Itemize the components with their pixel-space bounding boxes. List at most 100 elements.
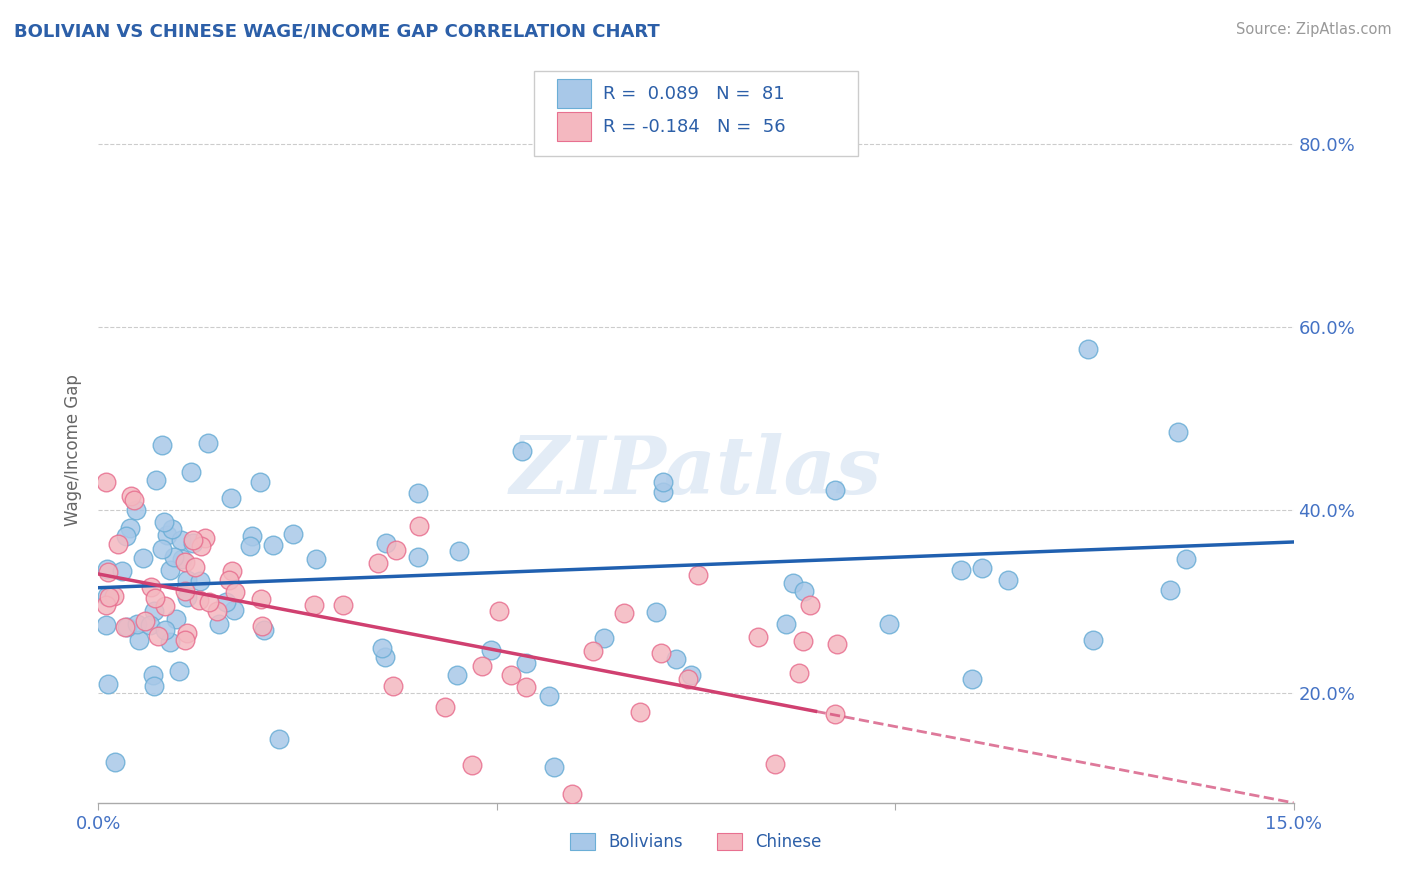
Point xyxy=(156,528,179,542)
Point xyxy=(613,606,636,620)
Point xyxy=(499,667,522,681)
Point xyxy=(825,637,848,651)
Point xyxy=(249,591,271,606)
Point xyxy=(593,631,616,645)
Point xyxy=(183,535,205,549)
Point xyxy=(792,634,814,648)
Point xyxy=(219,491,242,505)
Point xyxy=(96,598,118,612)
Point xyxy=(224,585,246,599)
Point xyxy=(799,598,821,612)
Point xyxy=(128,633,150,648)
Point xyxy=(163,549,186,564)
Point xyxy=(793,584,815,599)
Point xyxy=(174,583,197,598)
Point xyxy=(111,564,134,578)
Point xyxy=(159,635,181,649)
Point xyxy=(652,485,675,500)
Point xyxy=(561,787,583,801)
Point xyxy=(408,519,430,533)
Point xyxy=(1077,343,1099,357)
Point xyxy=(142,667,165,681)
Point xyxy=(115,620,138,634)
Point xyxy=(153,623,176,637)
Point xyxy=(240,529,263,543)
Point xyxy=(176,626,198,640)
Point xyxy=(262,538,284,552)
Point xyxy=(180,465,202,479)
Point xyxy=(132,551,155,566)
Point xyxy=(165,612,187,626)
Point xyxy=(143,604,166,618)
Point xyxy=(221,564,243,578)
Text: Source: ZipAtlas.com: Source: ZipAtlas.com xyxy=(1236,22,1392,37)
Point xyxy=(114,529,136,543)
Point xyxy=(142,679,165,693)
Point xyxy=(170,533,193,547)
Point xyxy=(775,617,797,632)
Point xyxy=(782,576,804,591)
Point xyxy=(960,672,983,686)
Point xyxy=(118,521,141,535)
Point xyxy=(824,706,846,721)
Text: R =  0.089   N =  81: R = 0.089 N = 81 xyxy=(603,85,785,103)
Point xyxy=(114,619,136,633)
Point xyxy=(139,617,162,632)
Point xyxy=(253,623,276,637)
Point xyxy=(184,560,207,574)
Point xyxy=(122,492,145,507)
Point xyxy=(686,567,709,582)
Point xyxy=(208,617,231,632)
Point xyxy=(510,444,533,458)
Point xyxy=(1167,425,1189,440)
Point xyxy=(153,515,176,529)
Point xyxy=(650,646,672,660)
Point xyxy=(1174,551,1197,566)
Point xyxy=(145,474,167,488)
Point xyxy=(103,589,125,603)
Point xyxy=(515,656,537,670)
Point xyxy=(370,641,392,656)
Point xyxy=(645,605,668,619)
Point xyxy=(134,614,156,628)
Point xyxy=(152,438,174,452)
Point xyxy=(665,652,688,666)
Point xyxy=(96,617,118,632)
Point xyxy=(479,643,502,657)
Point xyxy=(305,551,328,566)
Point xyxy=(877,617,900,632)
Point xyxy=(374,536,396,550)
Y-axis label: Wage/Income Gap: Wage/Income Gap xyxy=(65,375,83,526)
Point xyxy=(471,658,494,673)
Point xyxy=(1159,582,1181,597)
Point xyxy=(434,700,457,714)
Point xyxy=(96,589,118,603)
Point xyxy=(1081,632,1104,647)
Point xyxy=(446,668,468,682)
Point xyxy=(449,544,471,558)
Point xyxy=(194,531,217,545)
Point xyxy=(197,436,219,450)
Point xyxy=(374,650,396,665)
Point xyxy=(224,603,246,617)
Point xyxy=(187,592,209,607)
Point xyxy=(98,590,121,604)
Text: R = -0.184   N =  56: R = -0.184 N = 56 xyxy=(603,118,786,136)
Legend: Bolivians, Chinese: Bolivians, Chinese xyxy=(564,826,828,858)
Point xyxy=(628,705,651,719)
Point xyxy=(972,560,994,574)
Point xyxy=(824,483,846,498)
Point xyxy=(188,574,211,588)
Point xyxy=(153,599,176,614)
Point xyxy=(173,555,195,569)
Point xyxy=(190,539,212,553)
Point xyxy=(249,475,271,489)
Point xyxy=(215,595,238,609)
Point xyxy=(652,475,675,489)
Point xyxy=(207,604,229,618)
Point xyxy=(747,630,769,644)
Point xyxy=(384,542,406,557)
Text: ZIPatlas: ZIPatlas xyxy=(510,433,882,510)
Point xyxy=(250,619,273,633)
Point xyxy=(97,566,120,580)
